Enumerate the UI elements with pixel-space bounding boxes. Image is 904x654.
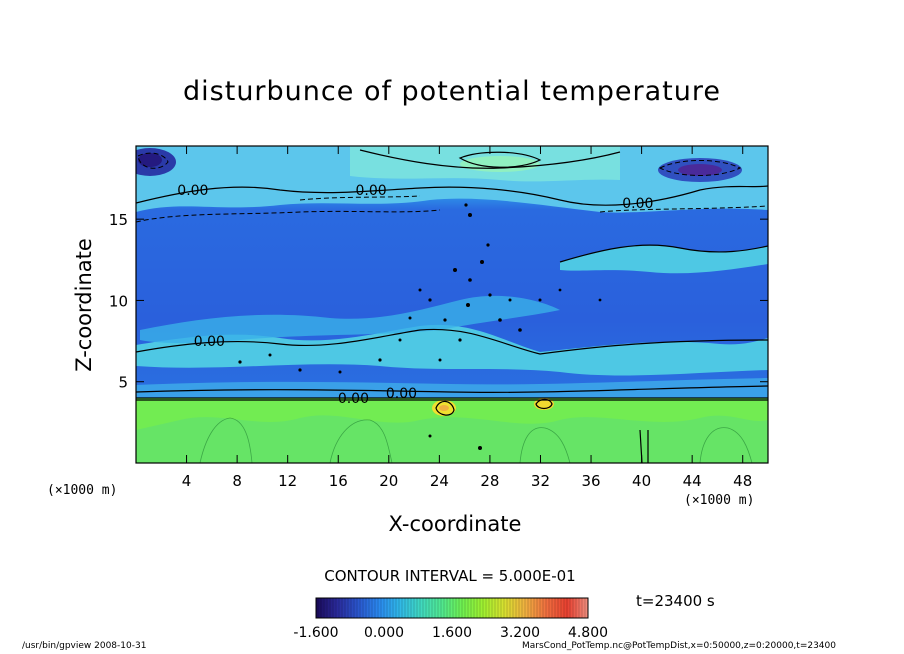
x-tick-label-9: 40 [632,472,651,490]
chart-title: disturbunce of potential temperature [183,76,721,107]
contour-label-2: 0.00 [622,196,653,212]
colorbar: -1.600 0.000 1.600 3.200 4.800 [293,597,608,641]
x-tick-label-1: 8 [232,472,242,490]
contour-label-0: 0.00 [177,183,208,199]
x-tick-label-5: 24 [430,472,449,490]
colorbar-ticks: -1.600 0.000 1.600 3.200 4.800 [293,625,608,641]
colorbar-gradient [315,597,589,619]
contour-label-5: 0.00 [386,386,417,402]
x-axis: 4 8 12 16 20 24 28 32 36 40 44 48 [182,146,752,490]
y-tick-label-2: 15 [109,211,128,229]
colorbar-label-2: 1.600 [432,625,472,641]
colorbar-label-4: 4.800 [568,625,608,641]
x-tick-label-10: 44 [683,472,702,490]
x-tick-label-11: 48 [733,472,752,490]
y-axis-label: Z-coordinate [72,238,96,372]
contour-labels: 0.00 0.00 0.00 0.00 0.00 0.00 [177,183,653,407]
colorbar-label-1: 0.000 [364,625,404,641]
plot-frame [135,145,769,464]
footer-left: /usr/bin/gpview 2008-10-31 [22,641,147,651]
colorbar-label-0: -1.600 [293,625,338,641]
contour-label-1: 0.00 [356,183,387,199]
x-tick-label-7: 32 [531,472,550,490]
y-axis: 5 10 15 [109,211,768,392]
time-label: t=23400 s [636,592,715,610]
heatmap-field [136,146,768,463]
x-unit-left: (×1000 m) [47,483,118,498]
footer-right: MarsCond_PotTemp.nc@PotTempDist,x=0:5000… [522,641,836,651]
colorbar-label-3: 3.200 [500,625,540,641]
x-axis-label: X-coordinate [388,512,522,536]
y-tick-label-0: 5 [118,374,128,392]
x-tick-label-0: 4 [182,472,192,490]
contour-label-3: 0.00 [194,334,225,350]
contour-speckles [238,203,602,450]
x-tick-label-3: 16 [329,472,348,490]
contour-label-4: 0.00 [338,391,369,407]
y-tick-label-1: 10 [109,292,128,310]
contour-interval: CONTOUR INTERVAL = 5.000E-01 [324,567,576,585]
x-tick-label-8: 36 [581,472,600,490]
x-tick-label-6: 28 [480,472,499,490]
x-tick-label-4: 20 [379,472,398,490]
x-tick-label-2: 12 [278,472,297,490]
x-unit-right: (×1000 m) [684,493,755,508]
